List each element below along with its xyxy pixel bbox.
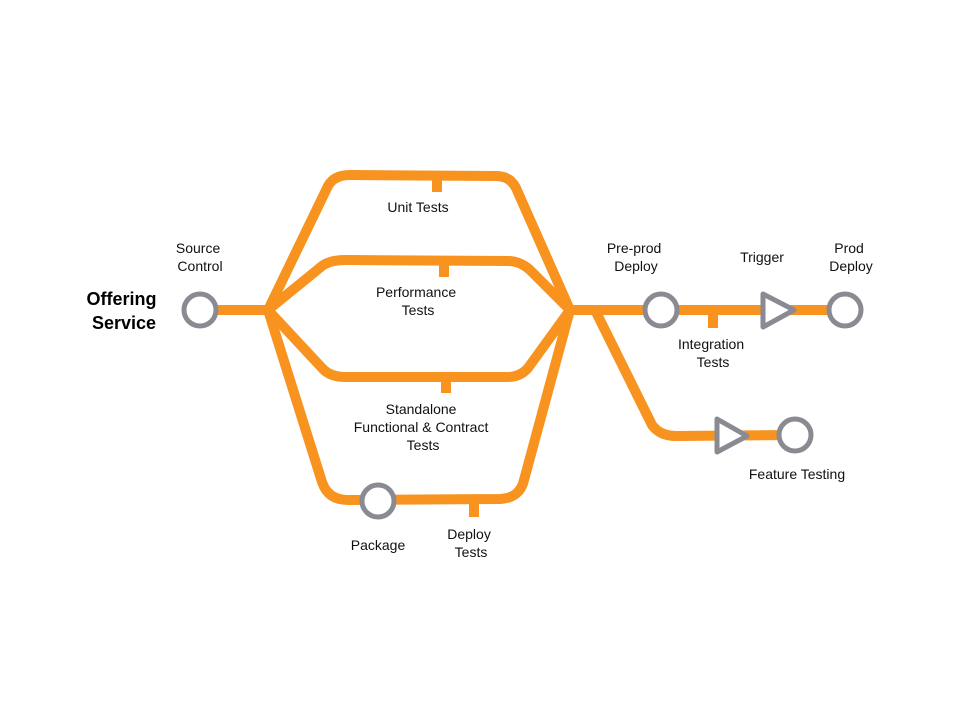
label-preprod-deploy: Pre-prod Deploy bbox=[607, 240, 665, 274]
pipeline-nodes bbox=[181, 291, 864, 520]
track-feature-branch bbox=[590, 307, 796, 441]
tick-standalone-tests bbox=[441, 377, 451, 393]
label-unit-tests: Unit Tests bbox=[387, 199, 448, 215]
label-package: Package bbox=[351, 537, 406, 553]
tick-integration-tests bbox=[708, 310, 718, 328]
diagram-title: Offering Service bbox=[86, 289, 161, 333]
label-source-control: Source Control bbox=[176, 240, 224, 274]
label-trigger: Trigger bbox=[740, 249, 784, 265]
tick-unit-tests bbox=[432, 176, 442, 192]
feature-trigger-triangle-trigger-icon bbox=[714, 416, 750, 455]
label-standalone-tests: Standalone Functional & Contract Tests bbox=[354, 401, 493, 453]
track-unit-tests bbox=[263, 170, 575, 313]
tick-performance-tests bbox=[439, 261, 449, 277]
prod-deploy-circle-node-icon bbox=[826, 291, 864, 329]
track-standalone-tests bbox=[264, 306, 575, 382]
preprod-deploy-circle-node-icon bbox=[642, 291, 680, 329]
label-prod-deploy: Prod Deploy bbox=[829, 240, 873, 274]
title-line: Service bbox=[92, 313, 156, 333]
label-performance-tests: Performance Tests bbox=[376, 284, 460, 318]
label-integration-tests: Integration Tests bbox=[678, 336, 748, 370]
label-deploy-tests: Deploy Tests bbox=[447, 526, 494, 560]
feature-testing-circle-node-icon bbox=[776, 416, 814, 454]
label-feature-testing: Feature Testing bbox=[749, 466, 845, 482]
source-control-circle-node-icon bbox=[181, 291, 219, 329]
title-line: Offering bbox=[86, 289, 156, 309]
track-package-deploy bbox=[263, 308, 575, 505]
package-circle-node-icon bbox=[359, 482, 397, 520]
pipeline-tracks bbox=[200, 170, 845, 505]
track-performance-tests bbox=[264, 255, 574, 314]
stage-ticks bbox=[432, 176, 718, 517]
trigger-triangle-trigger-icon bbox=[760, 291, 797, 330]
tick-deploy-tests bbox=[469, 499, 479, 517]
